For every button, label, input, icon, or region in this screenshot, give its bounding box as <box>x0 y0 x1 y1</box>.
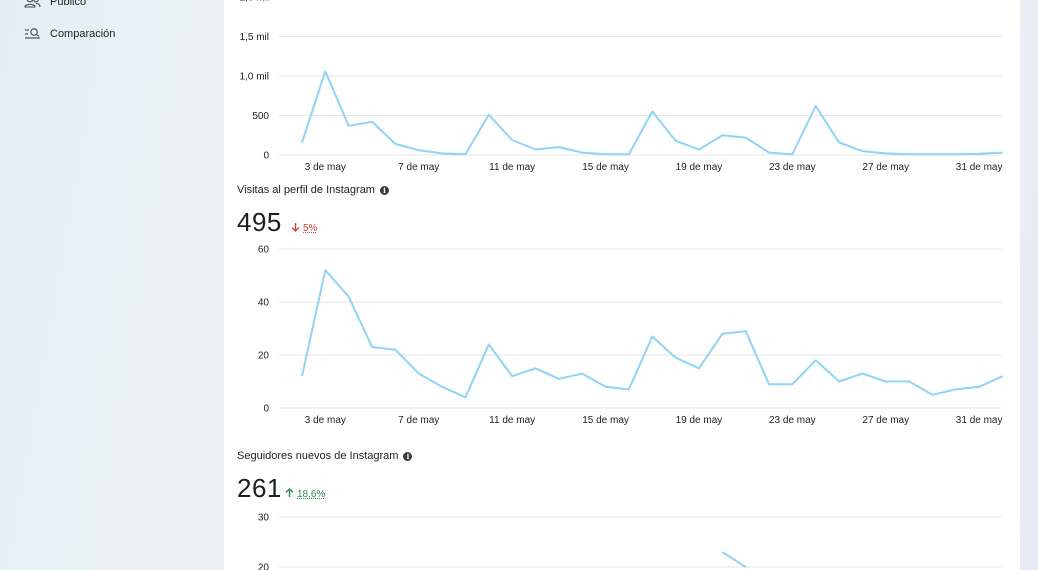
sidebar-item-label: Comparación <box>50 28 116 40</box>
sidebar-item-comparacion[interactable]: Comparación <box>24 27 115 41</box>
profile-visits-value: 495 <box>237 207 282 237</box>
sidebar-item-publico[interactable]: Público <box>24 0 86 9</box>
y-tick-label: 20 <box>258 563 270 570</box>
insights-panel: 0 500 1,0 mil 1,5 mil 2,0 mil 3 de may 7 de ma… <box>224 0 1020 570</box>
section-title-text: Visitas al perfil de Instagram <box>237 184 375 196</box>
x-tick-label: 15 de may <box>582 162 629 173</box>
y-tick-label: 40 <box>258 298 270 309</box>
delta-percent[interactable]: 5% <box>303 223 318 234</box>
y-tick-label: 0 <box>263 404 269 415</box>
new-followers-value: 261 <box>237 473 282 503</box>
profile-visits-line-chart: 0 20 40 60 3 de may 7 de may 11 de may 15 de ma… <box>258 245 1003 426</box>
sidebar-item-label: Público <box>50 0 87 8</box>
section-title-profile-visits: Visitas al perfil de Instagram i <box>237 184 389 196</box>
audience-icon <box>24 0 41 9</box>
y-tick-label: 1,0 mil <box>240 72 269 83</box>
info-icon[interactable]: i <box>379 185 389 195</box>
x-tick-label: 3 de may <box>305 415 346 426</box>
x-tick-label: 31 de may <box>956 162 1003 173</box>
delta-percent[interactable]: 18.6% <box>297 489 326 500</box>
series-line <box>721 551 747 568</box>
series-line <box>301 269 1003 399</box>
x-tick-label: 3 de may <box>305 162 346 173</box>
section-title-text: Seguidores nuevos de Instagram <box>237 450 399 462</box>
arrow-down-icon <box>291 222 300 235</box>
info-icon[interactable]: i <box>403 451 413 461</box>
x-tick-label: 19 de may <box>676 162 723 173</box>
x-tick-label: 19 de may <box>676 415 723 426</box>
y-tick-label: 30 <box>258 513 270 524</box>
y-tick-label: 60 <box>258 245 270 256</box>
new-followers-delta: 18.6% <box>285 488 325 501</box>
reach-line-chart: 0 500 1,0 mil 1,5 mil 2,0 mil 3 de may 7 de ma… <box>240 0 1003 173</box>
y-tick-label: 2,0 mil <box>240 0 269 4</box>
y-tick-label: 20 <box>258 351 270 362</box>
series-line <box>301 70 1003 156</box>
x-tick-label: 31 de may <box>956 415 1003 426</box>
y-tick-label: 1,5 mil <box>240 32 269 43</box>
x-tick-label: 11 de may <box>489 415 535 426</box>
x-tick-label: 11 de may <box>489 162 535 173</box>
compare-search-icon <box>24 27 41 41</box>
x-tick-label: 7 de may <box>398 415 439 426</box>
y-tick-label: 0 <box>263 151 269 162</box>
profile-visits-delta: 5% <box>291 222 317 235</box>
x-tick-label: 23 de may <box>769 162 816 173</box>
section-title-new-followers: Seguidores nuevos de Instagram i <box>237 450 413 462</box>
sidebar: Público Comparación <box>0 0 224 570</box>
x-tick-label: 23 de may <box>769 415 816 426</box>
x-tick-label: 27 de may <box>862 415 909 426</box>
y-tick-label: 500 <box>252 111 269 122</box>
x-tick-label: 7 de may <box>398 162 439 173</box>
x-tick-label: 27 de may <box>862 162 909 173</box>
arrow-up-icon <box>285 488 294 501</box>
x-tick-label: 15 de may <box>582 415 629 426</box>
